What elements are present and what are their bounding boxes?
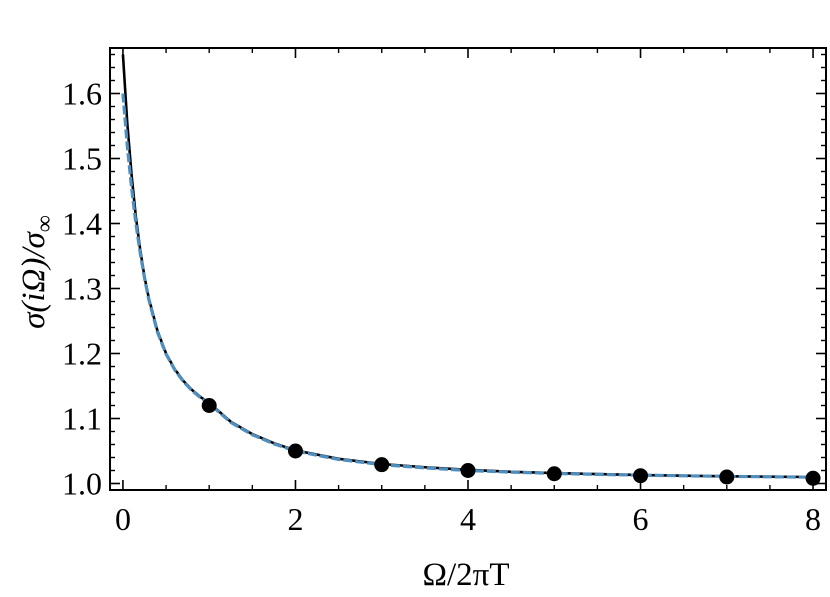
y-tick-label: 1.2	[62, 336, 102, 372]
plot-layer	[121, 54, 821, 486]
y-tick-label: 1.1	[62, 401, 102, 437]
x-tick-label: 6	[633, 501, 649, 537]
x-tick-label: 4	[460, 501, 476, 537]
y-tick-label: 1.6	[62, 76, 102, 112]
y-axis-label-main: σ(iΩ)/σ	[16, 230, 52, 328]
y-tick-label: 1.3	[62, 271, 102, 307]
tick-layer	[110, 48, 826, 490]
svg-text:σ(iΩ)/σ∞: σ(iΩ)/σ∞	[16, 215, 58, 329]
y-tick-label: 1.4	[62, 206, 102, 242]
x-tick-label: 0	[115, 501, 131, 537]
data-point	[805, 470, 821, 486]
data-point	[374, 457, 390, 473]
y-axis-label-subscript: ∞	[32, 215, 58, 232]
data-point	[201, 398, 217, 413]
x-tick-label: 2	[287, 501, 303, 537]
plot-frame	[109, 47, 827, 491]
data-point	[546, 466, 562, 482]
x-tick-label: 8	[805, 501, 821, 537]
y-axis-label: σ(iΩ)/σ∞	[16, 215, 58, 329]
y-tick-label: 1.0	[62, 466, 102, 502]
y-tick-label: 1.5	[62, 141, 102, 177]
series-line-solid	[121, 54, 814, 479]
data-point	[460, 463, 476, 478]
data-point	[287, 443, 303, 459]
series-line-dashed	[121, 93, 814, 479]
x-axis-label: Ω/2πT	[422, 557, 509, 593]
label-layer: 0 2 4 6 8 1.0 1.1 1.2 1.3 1.4 1.5 1.6	[62, 76, 821, 538]
data-point	[633, 468, 649, 484]
data-point	[719, 469, 735, 485]
